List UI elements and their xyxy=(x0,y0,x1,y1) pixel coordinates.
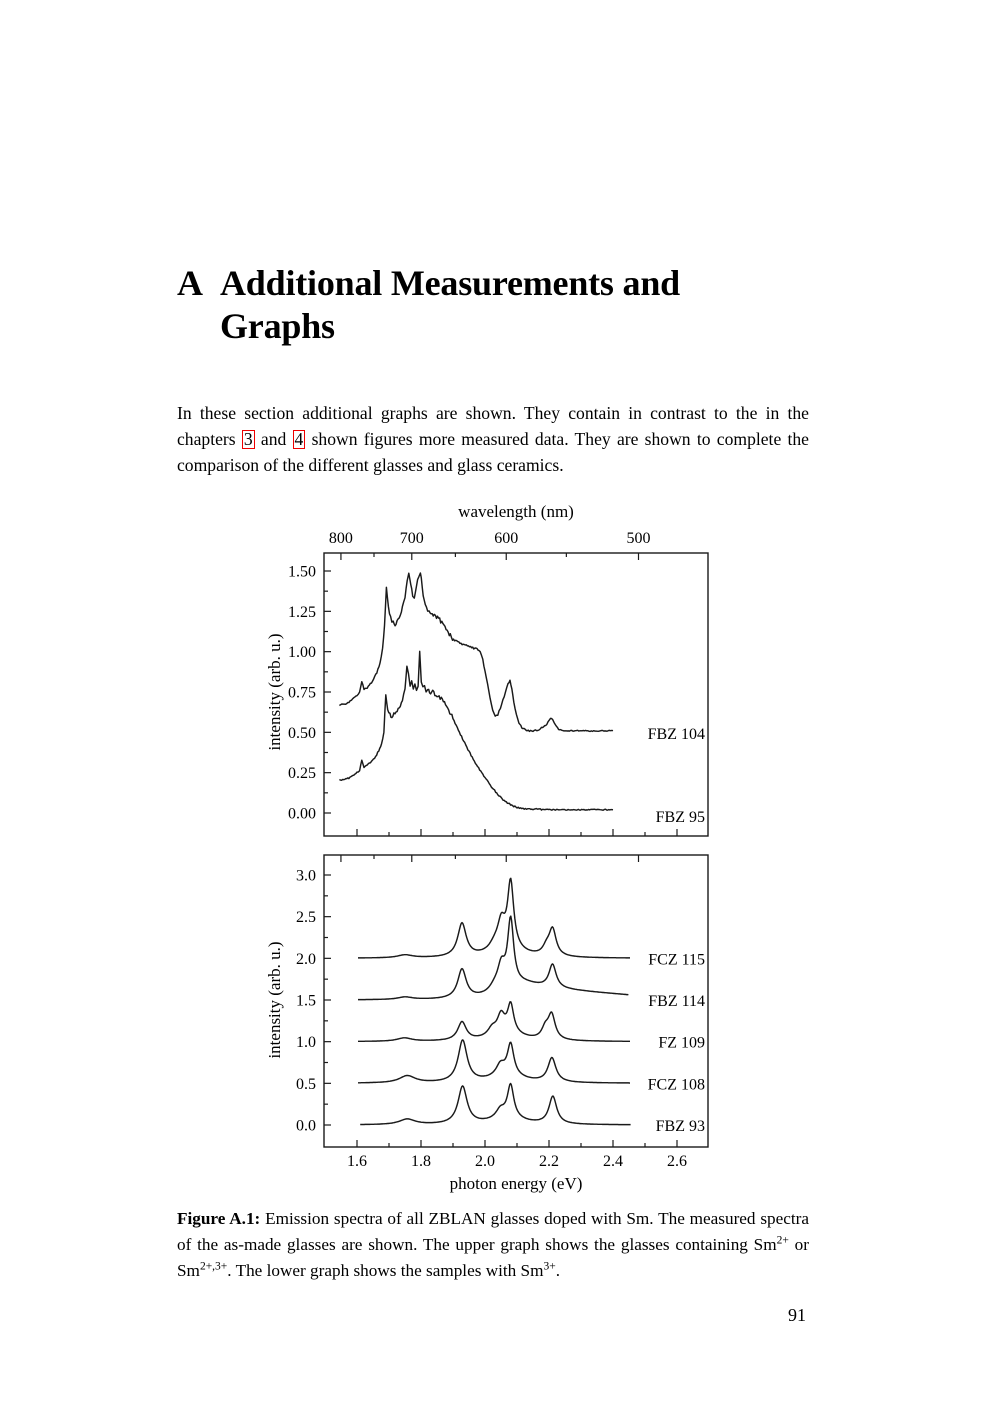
curve-fcz-115 xyxy=(358,877,630,959)
wavelength-tick-label: 700 xyxy=(400,530,424,547)
curve-fbz-93 xyxy=(360,1082,631,1126)
energy-tick-label: 1.8 xyxy=(411,1153,431,1170)
upper-y-tick-label: 1.25 xyxy=(288,604,316,621)
chapter-letter: A xyxy=(177,263,203,303)
caption-superscript: 3+ xyxy=(543,1260,556,1273)
upper-y-tick-label: 0.75 xyxy=(288,685,316,702)
lower-y-tick-label: 3.0 xyxy=(296,868,316,885)
upper-chart-frame xyxy=(323,552,709,837)
lower-chart-frame xyxy=(323,854,709,1148)
heading-title-line2: Graphs xyxy=(220,306,335,346)
curve-fcz-108 xyxy=(358,1039,630,1084)
caption-superscript: 2+ xyxy=(776,1234,789,1247)
energy-tick-label: 2.4 xyxy=(603,1153,623,1170)
page-number: 91 xyxy=(788,1305,806,1325)
caption-label: Figure A.1: xyxy=(177,1209,261,1228)
lower-y-tick-label: 1.5 xyxy=(296,993,316,1010)
figure-caption: Figure A.1: Emission spectra of all ZBLA… xyxy=(177,1209,810,1280)
lower-y-tick-label: 0.5 xyxy=(296,1076,316,1093)
curve-label-fbz-95: FBZ 95 xyxy=(656,809,705,826)
lower-chart-x-axis-title: photon energy (eV) xyxy=(450,1174,583,1193)
curve-fbz-104 xyxy=(338,572,614,733)
curve-fbz-95 xyxy=(339,650,614,811)
caption-superscript: 2+,3+ xyxy=(199,1260,228,1273)
energy-tick-label: 2.6 xyxy=(667,1153,687,1170)
curve-label-fbz-93: FBZ 93 xyxy=(656,1118,705,1135)
lower-y-tick-label: 0.0 xyxy=(296,1118,316,1135)
upper-y-tick-label: 0.00 xyxy=(288,806,316,823)
curve-fbz-114 xyxy=(358,915,629,1001)
energy-tick-label: 2.2 xyxy=(539,1153,559,1170)
lower-chart-y-axis-title: intensity (arb. u.) xyxy=(265,941,284,1058)
chapter-ref-link[interactable]: 4 xyxy=(292,429,306,450)
upper-y-tick-label: 1.50 xyxy=(288,564,316,581)
upper-y-tick-label: 0.25 xyxy=(288,765,316,782)
lower-y-tick-label: 2.0 xyxy=(296,951,316,968)
energy-tick-label: 2.0 xyxy=(475,1153,495,1170)
upper-chart-top-axis-title: wavelength (nm) xyxy=(458,502,574,521)
curve-label-fbz-114: FBZ 114 xyxy=(648,993,705,1010)
curve-label-fcz-108: FCZ 108 xyxy=(648,1076,705,1093)
upper-chart-y-axis-title: intensity (arb. u.) xyxy=(265,633,284,750)
appendix-heading: A Additional Measurements and Graphs xyxy=(177,262,837,348)
upper-y-tick-label: 1.00 xyxy=(288,644,316,661)
curve-label-fbz-104: FBZ 104 xyxy=(648,726,705,743)
wavelength-tick-label: 600 xyxy=(494,530,518,547)
wavelength-tick-label: 500 xyxy=(626,530,650,547)
intro-paragraph: In these section additional graphs are s… xyxy=(177,403,809,476)
wavelength-tick-label: 800 xyxy=(329,530,353,547)
chapter-ref-link[interactable]: 3 xyxy=(241,429,255,450)
lower-y-tick-label: 1.0 xyxy=(296,1034,316,1051)
heading-line1: A Additional Measurements and xyxy=(177,262,837,305)
curve-fz-109 xyxy=(358,1001,630,1043)
curve-label-fcz-115: FCZ 115 xyxy=(648,951,705,968)
curve-label-fz-109: FZ 109 xyxy=(658,1035,705,1052)
energy-tick-label: 1.6 xyxy=(347,1153,367,1170)
heading-title-line1: Additional Measurements and xyxy=(220,263,680,303)
lower-y-tick-label: 2.5 xyxy=(296,909,316,926)
upper-y-tick-label: 0.50 xyxy=(288,725,316,742)
